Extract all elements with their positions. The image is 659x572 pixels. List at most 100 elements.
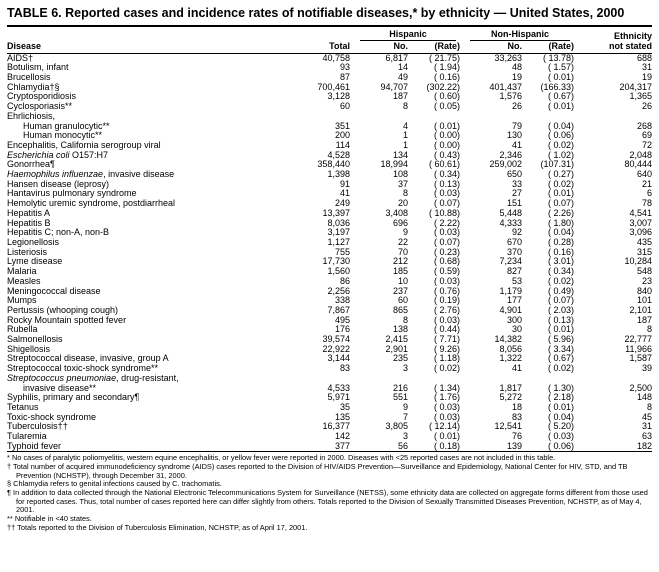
footnote: ¶ In addition to data collected through … <box>7 488 648 515</box>
hispanic-cases: 134 <box>392 150 408 160</box>
ethnicity-not-stated-cases: 6 <box>646 189 652 199</box>
hispanic-rate: ( 1.34) <box>433 383 460 393</box>
table-row: Human monocytic** 200 1 ( 0.00) 130 ( 0.06) 69 <box>7 131 652 141</box>
table-row: Haemophilus influenzae, invasive disease… <box>7 170 652 180</box>
disease-name: Pertussis (whooping cough) <box>7 305 119 315</box>
table-row: Measles 86 10 ( 0.03) 53 ( 0.02) 23 <box>7 277 652 287</box>
disease-name: Legionellosis <box>7 237 60 247</box>
disease-name: Listeriosis <box>7 247 48 257</box>
non-hispanic-cases: 53 <box>511 276 522 286</box>
non-hispanic-cases: 18 <box>511 402 522 412</box>
ethnicity-header-line1: Ethnicity <box>613 30 652 41</box>
table-row: Escherichia coli O157:H7 4,528 134 ( 0.43) 2… <box>7 151 652 161</box>
disease-name: Hepatitis A <box>7 208 51 218</box>
hispanic-rate: ( 0.76) <box>433 286 460 296</box>
disease-name: Streptococcal toxic-shock syndrome** <box>7 364 159 374</box>
hispanic-cases: 70 <box>397 247 408 257</box>
non-hispanic-cases: 401,437 <box>489 82 522 92</box>
non-hispanic-rate <box>522 112 574 122</box>
hispanic-rate: ( 2.22) <box>433 218 460 228</box>
non-hispanic-rate: ( 0.03) <box>547 432 574 442</box>
non-hispanic-rate: ( 3.01) <box>547 257 574 267</box>
table-row: Salmonellosis 39,574 2,415 ( 7.71) 14,382 ( 5… <box>7 335 652 345</box>
table-row: Rubella 176 138 ( 0.44) 30 ( 0.01) 8 <box>7 325 652 335</box>
disease-name: Hemolytic uremic syndrome, postdiarrheal <box>7 199 176 209</box>
non-hispanic-cases: 27 <box>511 189 522 199</box>
ethnicity-not-stated-cases: 182 <box>636 441 652 451</box>
hispanic-cases <box>350 112 408 122</box>
total-cases: 3,197 <box>327 228 350 238</box>
footnote: * No cases of paralytic poliomyelitis, w… <box>7 453 556 463</box>
hispanic-rate: ( 1.18) <box>433 354 460 364</box>
total-cases: 16,377 <box>322 422 350 432</box>
hispanic-rate: ( 12.14) <box>428 422 460 432</box>
hispanic-rate: ( 0.01) <box>433 121 460 131</box>
total-cases: 351 <box>334 121 350 131</box>
table-row: Typhoid fever 377 56 ( 0.18) 139 ( 0.06) 182 <box>7 442 652 452</box>
non-hispanic-cases: 670 <box>506 237 522 247</box>
non-hispanic-cases: 33,263 <box>494 53 522 63</box>
total-cases: 135 <box>334 412 350 422</box>
total-cases: 1,398 <box>327 170 350 180</box>
hispanic-rate: ( 0.07) <box>433 199 460 209</box>
total-cases: 176 <box>334 325 350 335</box>
ethnicity-not-stated-cases: 31 <box>641 422 652 432</box>
hispanic-rate: ( 0.05) <box>433 102 460 112</box>
disease-name: Rubella <box>7 325 38 335</box>
table-row: Encephalitis, California serogroup viral… <box>7 141 652 151</box>
table-header: Hispanic Non-Hispanic Ethnicity Disease … <box>7 29 652 54</box>
footnote: † Total number of acquired immunodeficie… <box>7 462 628 480</box>
hispanic-cases: 3 <box>402 432 408 442</box>
disease-name: Malaria <box>7 267 37 277</box>
table-row: Hansen disease (leprosy) 91 37 ( 0.13) 33 ( 0… <box>7 180 652 190</box>
hispanic-cases: 4 <box>402 121 408 131</box>
table-row: Cryptosporidiosis 3,128 187 ( 0.60) 1,576 ( 0… <box>7 92 652 102</box>
non-hispanic-rate: ( 0.49) <box>547 286 574 296</box>
hispanic-rate: ( 10.88) <box>428 208 460 218</box>
non-hispanic-cases: 30 <box>511 325 522 335</box>
non-hispanic-rate: ( 0.06) <box>547 131 574 141</box>
non-hispanic-cases: 151 <box>506 199 522 209</box>
non-hispanic-cases: 41 <box>511 364 522 374</box>
total-cases: 2,256 <box>327 286 350 296</box>
ethnicity-not-stated-cases: 4,541 <box>629 208 652 218</box>
hispanic-cases: 696 <box>392 218 408 228</box>
hispanic-rate <box>408 374 460 384</box>
disease-name: Streptococcal disease, invasive, group A <box>7 354 169 364</box>
total-cases: 39,574 <box>322 335 350 345</box>
disease-name: Cyclosporiasis** <box>7 102 73 112</box>
ethnicity-not-stated-cases: 72 <box>641 140 652 150</box>
disease-name: Meningococcal disease <box>7 286 101 296</box>
disease-name: Lyme disease <box>7 257 63 267</box>
hispanic-cases: 9 <box>402 228 408 238</box>
hispanic-rate: ( 0.16) <box>433 73 460 83</box>
non-hispanic-cases: 8,056 <box>499 344 522 354</box>
non-hispanic-rate: ( 0.01) <box>547 325 574 335</box>
spacer-cell <box>7 29 293 42</box>
hispanic-cases: 3 <box>402 364 408 374</box>
non-hispanic-rate: ( 2.18) <box>547 393 574 403</box>
ethnicity-not-stated-cases: 268 <box>636 121 652 131</box>
ethnicity-not-stated-cases: 19 <box>641 73 652 83</box>
non-hispanic-rate: ( 2.03) <box>547 305 574 315</box>
disease-name: invasive disease** <box>23 383 97 393</box>
non-hispanic-rate: ( 1.80) <box>547 218 574 228</box>
hispanic-cases: 8 <box>402 189 408 199</box>
hispanic-cases: 108 <box>392 170 408 180</box>
non-hispanic-rate: ( 0.67) <box>547 354 574 364</box>
total-cases: 358,440 <box>317 160 350 170</box>
disease-name: Hepatitis B <box>7 218 51 228</box>
non-hispanic-rate: ( 0.01) <box>547 73 574 83</box>
non-hispanic-cases: 1,322 <box>499 354 522 364</box>
non-hispanic-rate: ( 1.57) <box>547 63 574 73</box>
ethnicity-header-line2: not stated <box>574 41 652 54</box>
ethnicity-not-stated-cases: 3,007 <box>629 218 652 228</box>
hispanic-rate-column-header: (Rate) <box>407 41 460 54</box>
non-hispanic-rate: ( 0.02) <box>547 364 574 374</box>
total-column-header: Total <box>292 41 350 54</box>
hispanic-rate: ( 0.03) <box>433 315 460 325</box>
non-hispanic-cases: 2,346 <box>499 150 522 160</box>
disease-name: Brucellosis <box>7 73 51 83</box>
table-row: Ehrlichiosis, <box>7 112 652 122</box>
total-cases: 338 <box>334 296 350 306</box>
